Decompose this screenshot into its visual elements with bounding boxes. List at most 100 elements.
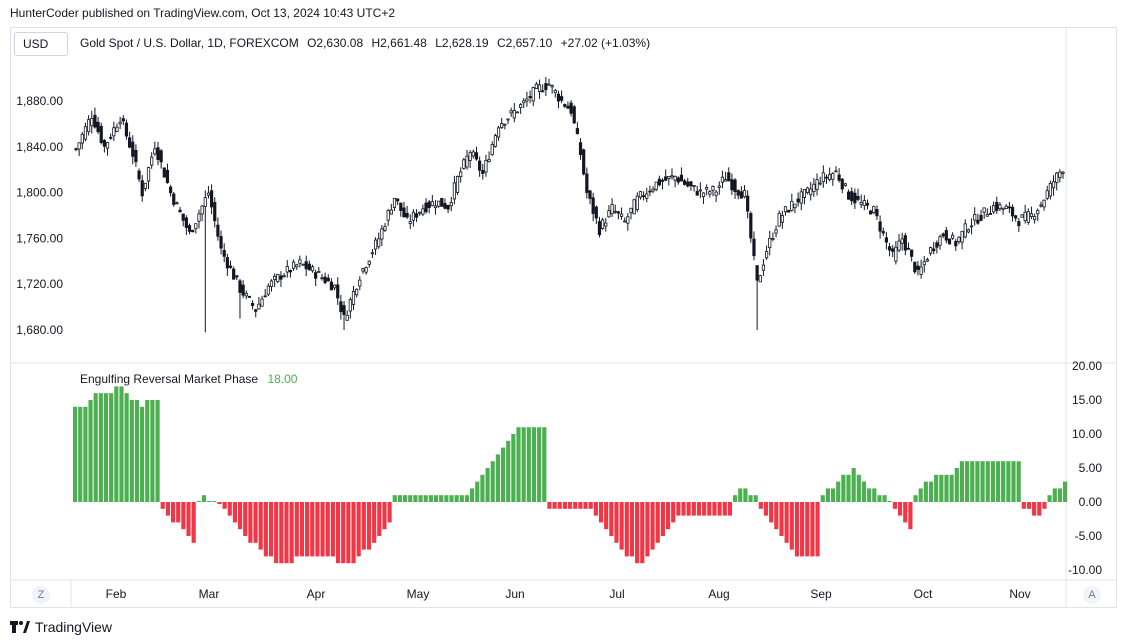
phase-bar [454,495,459,502]
phase-bar [965,461,970,502]
zoom-reset-button[interactable]: Z [32,586,50,604]
candle-body [705,187,709,190]
currency-button[interactable]: USD [14,32,68,56]
phase-bar [114,386,119,502]
candle-body [487,158,491,162]
candle-body [184,217,188,228]
candle-body [408,221,412,224]
candle-body [884,237,889,243]
candle-body [887,246,892,251]
phase-bar [382,502,387,530]
candle-body [200,205,204,215]
phase-bar [408,495,413,502]
time-tick-label: May [407,587,430,601]
phase-bar [841,474,846,502]
phase-bar [485,468,490,502]
candle-body [459,171,463,177]
candle-body [383,226,387,231]
phase-bar [1026,502,1032,509]
indicator-tick-label: -5.00 [1075,529,1103,543]
phase-bar [624,502,629,557]
phase-bar [201,495,207,502]
phase-bar [305,502,310,557]
phase-bar [769,502,774,523]
phase-bar [774,502,779,530]
candle-body [317,271,321,273]
candle-body [818,182,822,185]
candle-body [515,111,520,114]
candle-body [399,202,403,211]
price-tick-label: 1,840.00 [16,140,63,154]
candle-body [969,225,974,228]
tradingview-logo[interactable]: TradingView [10,619,112,635]
phase-bar [738,488,743,502]
phase-bar [609,502,614,536]
indicator-name[interactable]: Engulfing Reversal Market Phase [80,372,259,386]
candle-body [1023,211,1027,221]
phase-bar [635,502,640,564]
phase-bar [98,393,103,502]
candle-body [995,201,999,211]
ohlc-low: L2,628.19 [435,36,489,50]
phase-bar [892,502,897,509]
candle-body [799,191,803,204]
candle-body [206,192,211,196]
phase-bar [181,502,186,530]
phase-bar [1006,461,1011,502]
candle-body [951,234,955,239]
phase-bar [944,474,949,502]
time-tick-label: Feb [106,587,127,601]
candle-body [465,155,469,168]
candle-body [619,213,624,217]
phase-bar [583,502,588,509]
phase-bar [939,474,944,502]
indicator-legend: Engulfing Reversal Market Phase 18.00 [80,372,297,386]
phase-bar [480,474,485,502]
phase-bar [707,502,712,516]
candle-body [903,235,907,251]
candle-body [645,193,649,199]
phase-bar [990,461,995,502]
phase-bar [1047,495,1052,502]
time-tick-label: Apr [307,587,326,601]
candle-body [714,191,718,196]
phase-bar [872,488,877,502]
candle-body [373,239,378,250]
candle-body [541,90,545,93]
candle-body [1001,207,1005,210]
candle-body [809,188,813,196]
candle-body [102,139,106,147]
symbol-name[interactable]: Gold Spot / U.S. Dollar, 1D, FOREXCOM [80,36,299,50]
candle-body [512,109,516,119]
phase-bar [129,400,134,502]
candle-body [531,87,535,102]
phase-bar [928,481,934,502]
candle-body [1014,215,1018,219]
candle-body [582,149,586,175]
candle-body [695,190,699,196]
phase-bar [748,495,753,502]
phase-bar [588,502,593,509]
phase-bar [387,502,392,523]
auto-scale-button[interactable]: A [1083,586,1101,604]
phase-bar [702,502,707,516]
phase-bar [490,461,495,502]
phase-bar [433,495,439,502]
candle-body [960,230,964,243]
candle-body [638,191,643,198]
candle-body [203,197,207,207]
candle-body [471,151,475,157]
candle-body [919,266,923,275]
candle-body [805,187,810,193]
candle-body [244,292,248,297]
phase-bar [733,495,738,502]
candle-body [626,216,630,224]
candle-body [682,180,687,185]
candle-body [219,236,223,249]
phase-bar [552,502,557,509]
phase-bar [1032,502,1037,516]
phase-bar [671,502,676,523]
phase-bar [356,502,361,557]
candle-body [247,295,252,298]
